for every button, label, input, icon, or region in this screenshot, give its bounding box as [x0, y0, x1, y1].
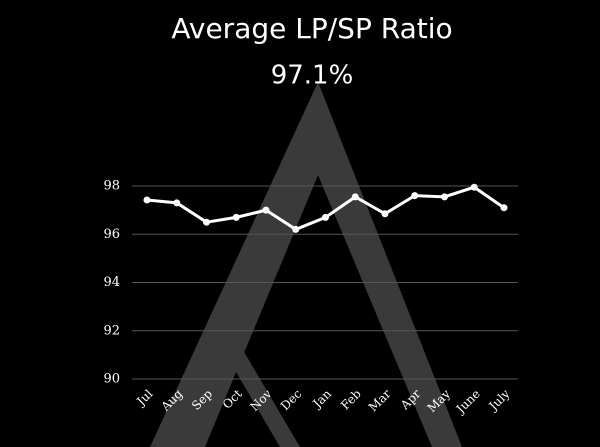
point [322, 213, 329, 221]
x-tick-label: Mar [366, 387, 394, 415]
x-tick-label: June [452, 387, 483, 418]
point [500, 204, 508, 212]
y-tick-label: 90 [103, 372, 120, 387]
point [411, 192, 419, 200]
y-tick-label: 94 [103, 275, 120, 290]
point [292, 225, 300, 233]
point [173, 199, 181, 207]
line [146, 185, 505, 232]
x-tick-label: Jan [309, 387, 334, 412]
point [143, 196, 151, 204]
point [470, 183, 478, 191]
point [381, 210, 389, 218]
x-tick-label: Jul [133, 387, 156, 410]
point [441, 193, 448, 201]
y-tick-label: 98 [103, 179, 120, 194]
y-tick-label: 92 [103, 323, 120, 338]
point [232, 213, 240, 221]
chart-title: Average LP/SP Ratio [171, 12, 452, 45]
y-tick-label: 96 [103, 227, 120, 242]
point [203, 218, 210, 226]
point [262, 206, 270, 214]
chart-subtitle: 97.1% [271, 61, 354, 91]
x-tick-label: July [485, 387, 513, 415]
x-tick-label: Dec [278, 387, 305, 414]
x-tick-label: Feb [338, 386, 364, 412]
point [351, 193, 359, 201]
logo [150, 82, 462, 447]
